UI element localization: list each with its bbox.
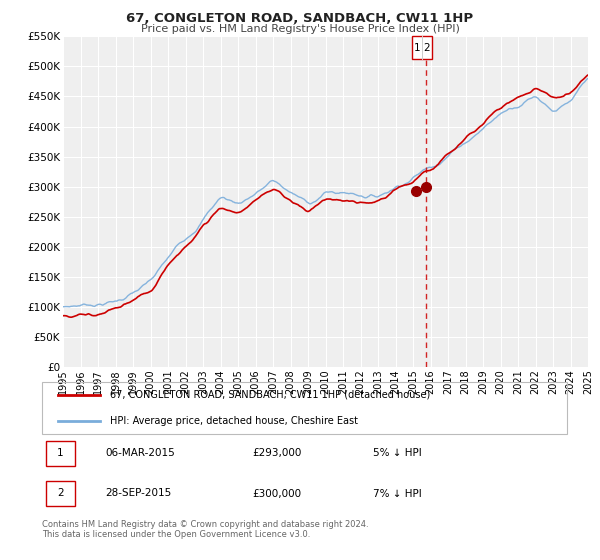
Text: 2: 2 — [424, 43, 430, 53]
Text: HPI: Average price, detached house, Cheshire East: HPI: Average price, detached house, Ches… — [110, 416, 358, 426]
FancyBboxPatch shape — [46, 441, 75, 465]
Text: £300,000: £300,000 — [252, 488, 301, 498]
Text: £293,000: £293,000 — [252, 449, 301, 459]
Text: 5% ↓ HPI: 5% ↓ HPI — [373, 449, 421, 459]
FancyBboxPatch shape — [412, 36, 431, 59]
Text: 1: 1 — [57, 449, 64, 459]
FancyBboxPatch shape — [46, 482, 75, 506]
Text: 7% ↓ HPI: 7% ↓ HPI — [373, 488, 421, 498]
Text: 1: 1 — [414, 43, 421, 53]
Text: Price paid vs. HM Land Registry's House Price Index (HPI): Price paid vs. HM Land Registry's House … — [140, 24, 460, 34]
Text: 67, CONGLETON ROAD, SANDBACH, CW11 1HP: 67, CONGLETON ROAD, SANDBACH, CW11 1HP — [127, 12, 473, 25]
Text: 67, CONGLETON ROAD, SANDBACH, CW11 1HP (detached house): 67, CONGLETON ROAD, SANDBACH, CW11 1HP (… — [110, 390, 431, 400]
Text: 2: 2 — [57, 488, 64, 498]
Text: 28-SEP-2015: 28-SEP-2015 — [105, 488, 171, 498]
Text: Contains HM Land Registry data © Crown copyright and database right 2024.
This d: Contains HM Land Registry data © Crown c… — [42, 520, 368, 539]
Text: 06-MAR-2015: 06-MAR-2015 — [105, 449, 175, 459]
